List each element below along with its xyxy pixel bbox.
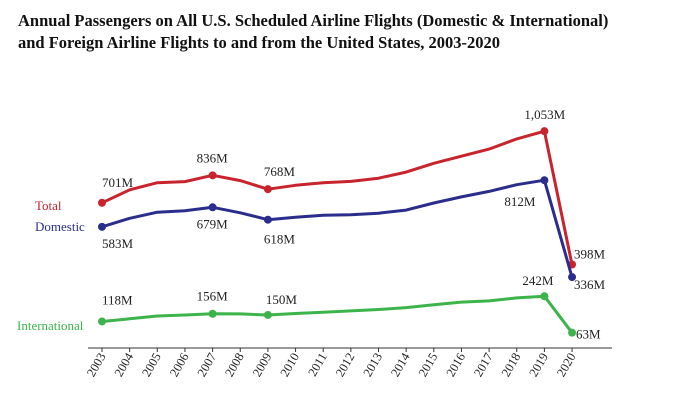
domestic-point-2009 [263,215,272,224]
total-point-2007 [208,171,217,180]
chart-title-line-2: and Foreign Airline Flights to and from … [18,33,501,52]
international-point-2007 [208,309,217,318]
x-tick-label-2013: 2013 [360,351,385,380]
x-tick-label-2004: 2004 [112,350,137,379]
x-tick-label-2003: 2003 [84,351,109,380]
x-tick-label-2010: 2010 [278,351,303,380]
total-data-label-2019: 1,053M [524,107,565,122]
x-tick-label-2017: 2017 [471,350,496,379]
x-tick-label-2011: 2011 [305,351,329,379]
total-data-label-2003: 701M [102,175,134,190]
international-data-label-2003: 118M [102,292,133,307]
chart-title: Annual Passengers on All U.S. Scheduled … [18,10,668,54]
domestic-data-label-2019: 812M [504,194,536,209]
x-tick-label-2016: 2016 [443,351,468,380]
international-data-label-2009: 150M [266,292,298,307]
domestic-data-label-2020: 336M [574,277,606,292]
x-tick-label-2005: 2005 [139,351,164,380]
data-labels: 701M 836M 768M 1,053M 398M Total 583M 679M 618M 8… [17,107,606,342]
total-data-label-2007: 836M [197,150,229,165]
x-tick-label-2019: 2019 [526,351,551,380]
international-point-2003 [98,317,106,326]
total-point-2003 [98,198,106,207]
x-tick-label-2009: 2009 [250,351,275,380]
domestic-point-2020 [568,273,577,282]
domestic-point-2003 [98,222,106,231]
total-series-label: Total [35,198,62,213]
x-tick-label-2008: 2008 [222,351,247,380]
international-series-line [100,294,574,335]
total-data-label-2020: 398M [574,246,606,261]
x-tick-label-2015: 2015 [416,351,441,380]
x-axis: 2003 2004 2005 2006 2007 2008 2009 2010 2011 2012… [84,347,612,380]
international-point-2019 [540,292,549,301]
international-data-label-2007: 156M [197,289,229,304]
total-point-2009 [263,185,272,194]
series-layer [98,127,577,337]
x-tick-label-2007: 2007 [195,351,220,380]
domestic-point-2019 [540,176,549,185]
domestic-series-line [100,178,574,279]
international-data-label-2019: 242M [522,273,554,288]
domestic-series-label: Domestic [35,219,85,234]
domestic-point-2007 [208,203,217,212]
domestic-data-label-2007: 679M [197,216,229,231]
x-tick-label-2020: 2020 [554,351,579,380]
total-data-label-2009: 768M [264,164,296,179]
international-point-2020 [568,328,577,337]
x-tick-label-2006: 2006 [167,351,192,380]
total-point-2019 [540,127,549,136]
international-data-label-2020: 63M [576,327,601,342]
x-tick-label-2014: 2014 [388,350,413,379]
domestic-data-label-2009: 618M [264,232,296,247]
international-point-2009 [263,310,272,319]
total-series-line [100,129,574,266]
international-series-label: International [17,318,84,333]
x-tick-label-2012: 2012 [333,351,358,380]
domestic-data-label-2003: 583M [102,236,134,251]
chart-title-line-1: Annual Passengers on All U.S. Scheduled … [18,11,609,30]
x-tick-label-2018: 2018 [499,351,524,380]
